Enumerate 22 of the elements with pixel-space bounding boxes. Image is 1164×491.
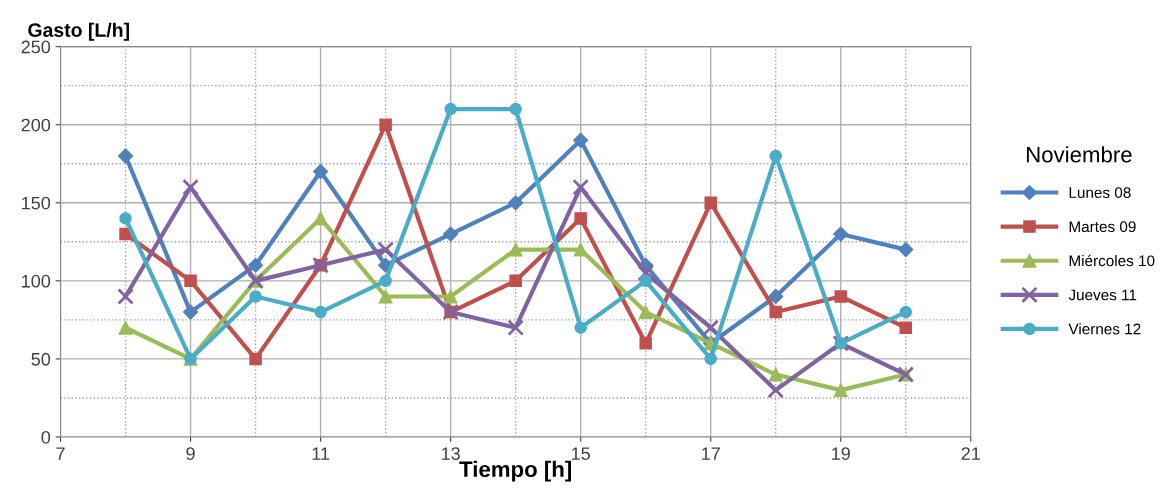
legend-label: Miércoles 10 — [1069, 254, 1155, 267]
x-tick-label: 19 — [832, 447, 850, 460]
legend-label: Lunes 08 — [1069, 187, 1131, 198]
legend-title: Noviembre — [1026, 146, 1132, 163]
y-axis-title: Gasto [L/h] — [28, 22, 129, 41]
x-tick-label: 13 — [441, 447, 460, 460]
x-tick-label: 21 — [961, 447, 980, 460]
y-tick-label: 100 — [22, 274, 51, 288]
x-tick-label: 15 — [572, 447, 590, 460]
y-tick-label: 0 — [41, 430, 51, 444]
y-tick-label: 50 — [31, 352, 51, 366]
y-tick-label: 250 — [21, 40, 51, 54]
legend-label: Jueves 11 — [1068, 289, 1137, 301]
x-axis-title: Tiempo [h] — [459, 460, 571, 482]
x-tick-label: 7 — [56, 447, 65, 460]
legend-label: Viernes 12 — [1068, 323, 1141, 335]
legend-label: Martes 09 — [1069, 221, 1136, 233]
x-tick-label: 9 — [186, 447, 195, 460]
y-tick-label: 200 — [21, 118, 51, 132]
x-tick-label: 11 — [312, 447, 330, 460]
y-tick-label: 150 — [22, 196, 51, 210]
x-tick-label: 17 — [702, 447, 720, 460]
